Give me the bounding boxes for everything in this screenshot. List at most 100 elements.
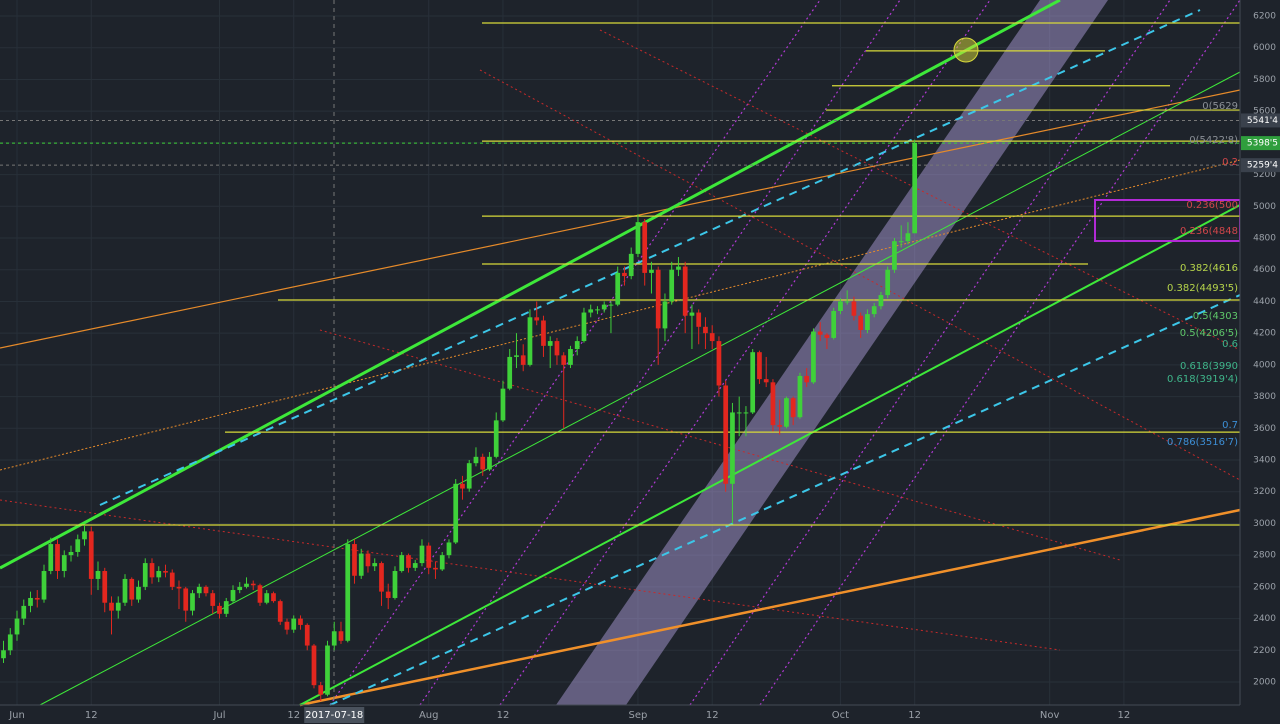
- candle-body: [466, 463, 472, 489]
- y-tick-label: 6000: [1253, 43, 1276, 53]
- candle-body: [757, 352, 762, 380]
- crosshair-label-box: [304, 707, 365, 723]
- x-tick-label: 12: [497, 710, 510, 721]
- fib-label: 0.236(500: [1186, 200, 1238, 211]
- y-tick-label: 4600: [1253, 265, 1276, 275]
- candle-body: [547, 341, 553, 346]
- levels: 0(5629 0(5422'8) 0.2 0.236(500 0.236(4848 0.3…: [0, 22, 1240, 526]
- y-tick-label: 5600: [1253, 107, 1276, 117]
- candle-body: [628, 253, 634, 277]
- candle-body: [601, 304, 607, 310]
- candle-body: [426, 545, 432, 568]
- purple-dotted: [329, 0, 821, 706]
- orange-dotted: [0, 159, 1241, 471]
- fib-label: 0(5422'8): [1189, 135, 1238, 146]
- purple-dotted: [689, 0, 1171, 706]
- fib-label: 0(5629: [1202, 101, 1238, 112]
- candle-body: [811, 331, 816, 383]
- candle-body: [406, 555, 411, 568]
- candle-body: [507, 356, 513, 389]
- y-tick-label: 2000: [1253, 678, 1276, 688]
- candle-body: [48, 544, 54, 572]
- candle-body: [352, 544, 357, 576]
- candle-body: [68, 551, 74, 556]
- grid: [0, 0, 1240, 705]
- candle-body: [190, 593, 195, 611]
- candle-body: [500, 388, 506, 421]
- candle-body: [163, 571, 168, 573]
- candle-body: [55, 544, 60, 572]
- red-dotted: [599, 29, 1241, 351]
- candle-body: [142, 563, 148, 587]
- candle-body: [487, 456, 492, 470]
- candle-body: [534, 317, 540, 321]
- candle-body: [115, 602, 121, 611]
- y-tick-label: 2600: [1253, 582, 1276, 592]
- y-tick-label: 3600: [1253, 424, 1276, 434]
- candle-body: [298, 618, 303, 625]
- candle-body: [338, 631, 344, 641]
- candle-body: [271, 593, 276, 602]
- candle-body: [892, 241, 897, 270]
- candle-body: [871, 306, 877, 315]
- candle-body: [851, 301, 857, 316]
- candle-body: [514, 355, 519, 357]
- x-tick-label: 12: [85, 710, 98, 721]
- axis-labels: 2000 2200 2400 2600 2800 3000 3200 3400 3600 3800…: [8, 12, 1280, 723]
- candle-body: [804, 375, 810, 383]
- candle-body: [277, 601, 283, 622]
- candle-body: [858, 315, 864, 330]
- candle-body: [777, 425, 783, 427]
- candle-body: [838, 301, 843, 311]
- candle-body: [41, 571, 47, 600]
- candle-body: [392, 571, 398, 598]
- x-tick-label: Oct: [832, 710, 849, 721]
- candle-body: [622, 272, 627, 277]
- fib-label: 0.382(4493'5): [1167, 283, 1238, 294]
- crosshair-label: 2017-07-18: [305, 710, 363, 721]
- fib-label: 0.382(4616: [1180, 263, 1238, 274]
- price-label: 5541'4: [1247, 116, 1278, 126]
- candle-body: [28, 597, 33, 606]
- candle-body: [554, 341, 560, 356]
- fib-label: 0.7: [1222, 420, 1238, 431]
- y-tick-label: 3200: [1253, 487, 1276, 497]
- price-label: 5259'4: [1247, 161, 1278, 171]
- candle-body: [365, 553, 371, 567]
- candle-body: [129, 578, 135, 600]
- candle-body: [149, 563, 155, 578]
- y-tick-label: 2400: [1253, 614, 1276, 624]
- drawings: [0, 0, 1241, 707]
- candle-body: [642, 222, 648, 273]
- candle-body: [385, 591, 391, 598]
- candle-body: [82, 531, 87, 540]
- price-label-box: [1241, 158, 1280, 173]
- candle-body: [217, 605, 222, 614]
- candle-body: [817, 331, 823, 335]
- x-tick-label: 12: [287, 710, 300, 721]
- candle-body: [703, 326, 708, 334]
- candle-body: [784, 398, 789, 427]
- y-tick-label: 2200: [1253, 646, 1276, 656]
- fib-label: 0.786(3516'7): [1167, 437, 1238, 448]
- y-tick-label: 6200: [1253, 12, 1276, 22]
- x-tick-label: Nov: [1040, 710, 1060, 721]
- candle-body: [885, 269, 891, 296]
- purple-dotted: [419, 0, 901, 706]
- candle-body: [716, 341, 722, 386]
- red-dotted: [0, 499, 1061, 651]
- candle-body: [95, 571, 101, 579]
- candle-body: [1, 650, 6, 659]
- candle-body: [682, 266, 688, 316]
- candle-body: [7, 634, 13, 651]
- candle-body: [264, 593, 270, 603]
- candle-body: [284, 621, 290, 630]
- candle-body: [473, 456, 479, 464]
- green-trend: [299, 204, 1241, 706]
- candle-body: [905, 233, 911, 242]
- y-tick-label: 3000: [1253, 519, 1276, 529]
- price-label-box: [1241, 113, 1280, 128]
- red-dotted: [479, 69, 1241, 481]
- candle-body: [831, 310, 837, 338]
